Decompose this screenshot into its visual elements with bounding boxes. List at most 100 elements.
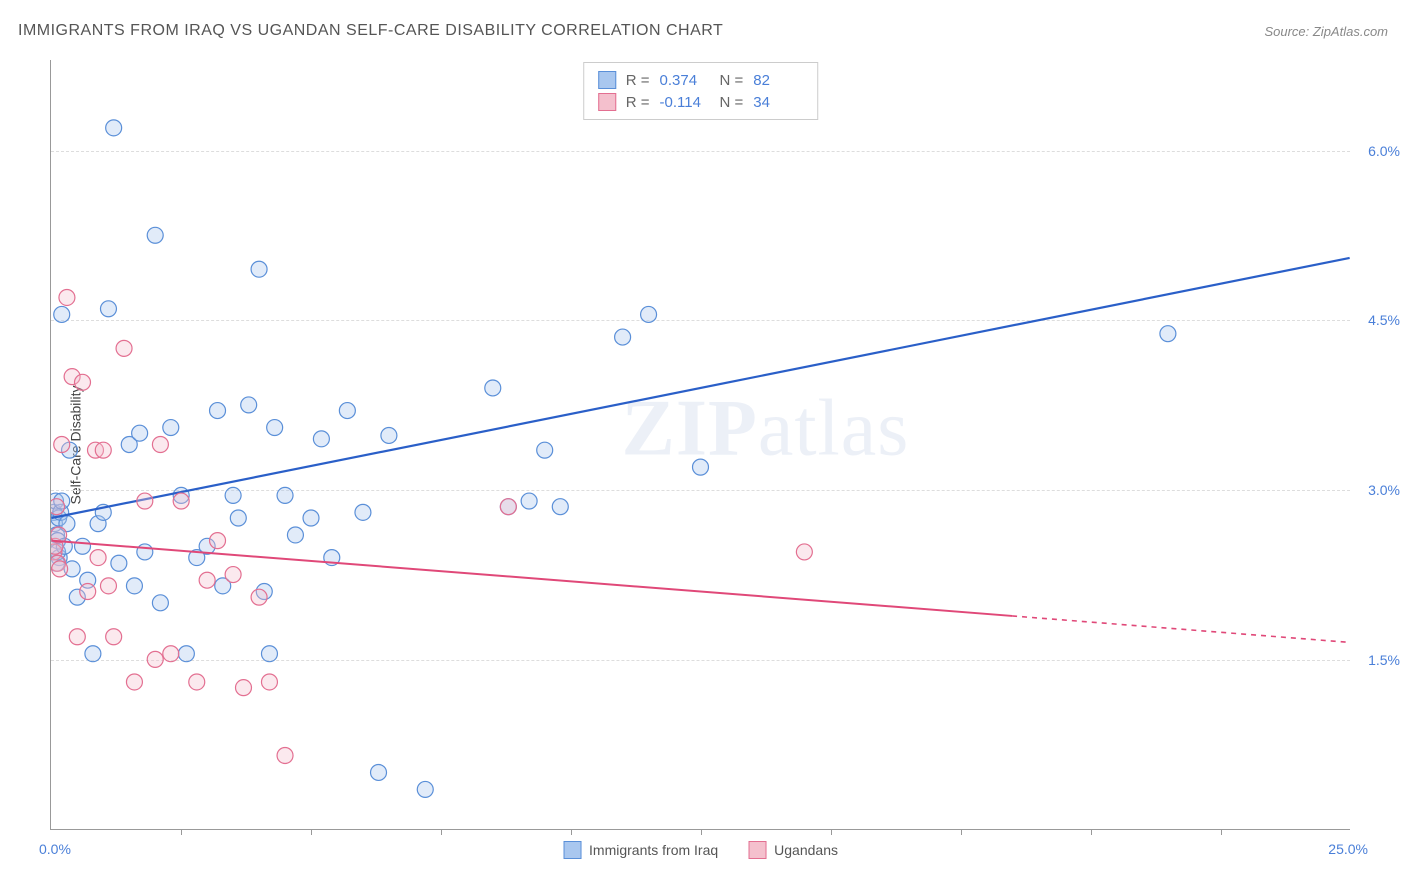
data-point-iraq [417, 781, 433, 797]
data-point-iraq [277, 487, 293, 503]
legend-swatch [748, 841, 766, 859]
legend-swatch [598, 71, 616, 89]
trend-line-ext-ugandans [1012, 616, 1350, 642]
correlation-legend: R = 0.374 N = 82R = -0.114 N = 34 [583, 62, 819, 120]
data-point-iraq [147, 227, 163, 243]
data-point-ugandans [80, 584, 96, 600]
data-point-iraq [552, 499, 568, 515]
data-point-ugandans [225, 567, 241, 583]
data-point-iraq [303, 510, 319, 526]
data-point-iraq [371, 764, 387, 780]
data-point-ugandans [51, 499, 65, 515]
y-tick-label: 1.5% [1355, 652, 1400, 668]
data-point-iraq [75, 538, 91, 554]
data-point-iraq [137, 544, 153, 560]
data-point-iraq [85, 646, 101, 662]
n-label: N = [720, 94, 744, 111]
legend-row: R = 0.374 N = 82 [598, 69, 804, 91]
data-point-ugandans [199, 572, 215, 588]
data-point-iraq [261, 646, 277, 662]
plot-area: Self-Care Disability 0.0% 25.0% ZIPatlas… [50, 60, 1350, 830]
n-label: N = [720, 72, 744, 89]
data-point-iraq [126, 578, 142, 594]
data-point-ugandans [147, 651, 163, 667]
data-point-iraq [1160, 326, 1176, 342]
data-point-ugandans [106, 629, 122, 645]
data-point-ugandans [95, 442, 111, 458]
data-point-iraq [178, 646, 194, 662]
data-point-ugandans [59, 289, 75, 305]
source-attribution: Source: ZipAtlas.com [1264, 24, 1388, 39]
data-point-ugandans [52, 561, 68, 577]
data-point-iraq [693, 459, 709, 475]
series-legend: Immigrants from Iraq Ugandans [563, 841, 838, 859]
x-axis-max-label: 25.0% [1328, 841, 1368, 857]
x-tick-mark [311, 829, 312, 835]
data-point-iraq [521, 493, 537, 509]
legend-swatch [598, 93, 616, 111]
data-point-iraq [152, 595, 168, 611]
x-tick-mark [181, 829, 182, 835]
r-value: 0.374 [660, 72, 710, 89]
data-point-iraq [615, 329, 631, 345]
data-point-iraq [163, 420, 179, 436]
data-point-ugandans [137, 493, 153, 509]
y-tick-label: 6.0% [1355, 143, 1400, 159]
r-value: -0.114 [660, 94, 710, 111]
data-point-ugandans [189, 674, 205, 690]
data-point-iraq [641, 306, 657, 322]
legend-item: Immigrants from Iraq [563, 841, 718, 859]
data-point-ugandans [173, 493, 189, 509]
legend-label: Ugandans [774, 842, 838, 858]
chart-svg [51, 60, 1350, 829]
data-point-iraq [225, 487, 241, 503]
data-point-ugandans [54, 437, 70, 453]
x-tick-mark [1091, 829, 1092, 835]
data-point-ugandans [261, 674, 277, 690]
data-point-ugandans [90, 550, 106, 566]
data-point-ugandans [163, 646, 179, 662]
data-point-iraq [54, 306, 70, 322]
trend-line-iraq [51, 258, 1349, 518]
x-tick-mark [571, 829, 572, 835]
data-point-ugandans [69, 629, 85, 645]
data-point-ugandans [100, 578, 116, 594]
y-tick-label: 3.0% [1355, 482, 1400, 498]
data-point-ugandans [126, 674, 142, 690]
data-point-iraq [355, 504, 371, 520]
data-point-ugandans [500, 499, 516, 515]
n-value: 82 [753, 72, 803, 89]
legend-row: R =-0.114N =34 [598, 91, 804, 113]
data-point-iraq [313, 431, 329, 447]
data-point-ugandans [75, 374, 91, 390]
r-label: R = [626, 72, 650, 89]
x-tick-mark [701, 829, 702, 835]
data-point-iraq [537, 442, 553, 458]
data-point-iraq [381, 427, 397, 443]
data-point-ugandans [210, 533, 226, 549]
data-point-ugandans [236, 680, 252, 696]
data-point-iraq [241, 397, 257, 413]
n-value: 34 [753, 94, 803, 111]
data-point-iraq [100, 301, 116, 317]
x-tick-mark [961, 829, 962, 835]
data-point-ugandans [116, 340, 132, 356]
data-point-iraq [267, 420, 283, 436]
x-tick-mark [1221, 829, 1222, 835]
legend-swatch [563, 841, 581, 859]
x-tick-mark [831, 829, 832, 835]
x-tick-mark [441, 829, 442, 835]
data-point-ugandans [152, 437, 168, 453]
data-point-iraq [485, 380, 501, 396]
data-point-iraq [251, 261, 267, 277]
y-tick-label: 4.5% [1355, 312, 1400, 328]
data-point-iraq [111, 555, 127, 571]
trend-line-ugandans [51, 541, 1012, 616]
data-point-iraq [339, 403, 355, 419]
data-point-iraq [106, 120, 122, 136]
chart-title: IMMIGRANTS FROM IRAQ VS UGANDAN SELF-CAR… [18, 22, 723, 40]
data-point-iraq [132, 425, 148, 441]
x-axis-min-label: 0.0% [39, 841, 71, 857]
data-point-iraq [210, 403, 226, 419]
data-point-iraq [230, 510, 246, 526]
